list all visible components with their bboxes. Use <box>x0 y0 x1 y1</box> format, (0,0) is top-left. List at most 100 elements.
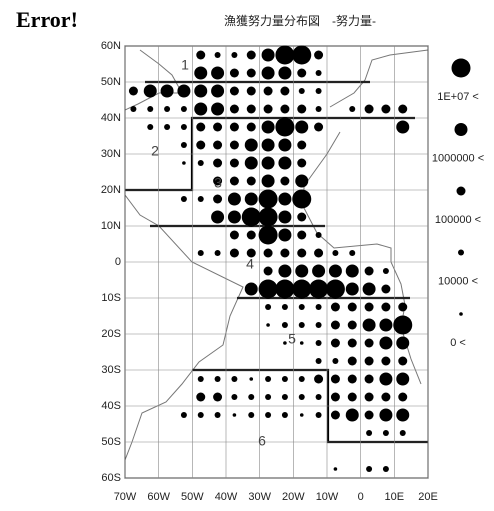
effort-dot <box>275 279 295 299</box>
x-tick-label: 50W <box>181 491 204 503</box>
y-tick-label: 60N <box>101 40 121 52</box>
effort-dot <box>315 70 322 76</box>
effort-dot <box>227 192 241 206</box>
effort-dot <box>196 392 206 402</box>
effort-dot <box>275 45 295 65</box>
effort-dot <box>147 124 154 130</box>
effort-dot <box>265 304 272 310</box>
legend-dot <box>454 123 468 136</box>
effort-dot <box>241 207 261 227</box>
effort-dot <box>143 84 157 98</box>
effort-dot <box>298 376 305 382</box>
effort-dot <box>364 104 374 114</box>
x-tick-label: 10W <box>316 491 339 503</box>
region-label: 3 <box>214 175 222 191</box>
effort-dot <box>299 413 304 417</box>
effort-dot <box>128 86 138 96</box>
effort-dot <box>281 394 288 400</box>
x-tick-label: 20W <box>282 491 305 503</box>
effort-dot <box>347 338 357 348</box>
effort-dot <box>281 304 288 310</box>
effort-dot <box>229 104 239 114</box>
effort-dot <box>381 356 391 366</box>
effort-dot <box>229 122 239 132</box>
effort-dot <box>314 248 324 258</box>
effort-dot <box>147 106 154 112</box>
effort-dot <box>211 102 225 116</box>
effort-dot <box>194 84 208 98</box>
effort-dot <box>399 430 406 436</box>
effort-dot <box>314 122 324 132</box>
effort-dot <box>261 138 275 152</box>
y-tick-label: 50S <box>101 436 121 448</box>
legend-label: 0 < <box>450 337 466 349</box>
effort-dot <box>297 212 307 222</box>
effort-dot <box>347 392 357 402</box>
effort-dot <box>227 210 241 224</box>
effort-dot <box>213 176 223 186</box>
effort-dot <box>292 45 312 65</box>
effort-dot <box>364 266 374 276</box>
effort-dot <box>278 192 292 206</box>
effort-dot <box>196 50 206 60</box>
effort-dot <box>398 302 408 312</box>
effort-dot <box>160 84 174 98</box>
effort-dot <box>197 196 204 202</box>
effort-dot <box>244 138 258 152</box>
effort-dot <box>246 86 256 96</box>
legend-label: 10000 < <box>438 275 478 287</box>
effort-dot <box>325 279 345 299</box>
effort-dot <box>232 413 237 417</box>
effort-dot <box>229 248 239 258</box>
y-tick-label: 20S <box>101 328 121 340</box>
effort-dot <box>281 322 288 328</box>
effort-dot <box>261 174 275 188</box>
effort-dot <box>258 279 278 299</box>
effort-dot <box>379 336 393 350</box>
effort-dot <box>364 338 374 348</box>
effort-dot <box>315 106 322 112</box>
error-text: Error! <box>16 7 78 32</box>
effort-dot <box>214 52 221 58</box>
effort-dot <box>297 248 307 258</box>
effort-dot <box>261 156 275 170</box>
effort-dot <box>330 374 340 384</box>
effort-dot <box>246 176 256 186</box>
effort-dot <box>258 225 278 245</box>
effort-dot <box>213 158 223 168</box>
effort-dot <box>246 230 256 240</box>
effort-dot <box>258 189 278 209</box>
y-tick-label: 0 <box>115 256 121 268</box>
y-tick-label: 60S <box>101 472 121 484</box>
effort-dot <box>275 117 295 137</box>
effort-dot <box>379 372 393 386</box>
effort-dot <box>396 120 410 134</box>
effort-dot <box>315 394 322 400</box>
effort-dot <box>295 264 309 278</box>
effort-dot <box>381 302 391 312</box>
effort-dot <box>211 66 225 80</box>
effort-dot <box>297 68 307 78</box>
effort-dot <box>213 122 223 132</box>
effort-dot <box>332 250 339 256</box>
effort-dot <box>297 230 307 240</box>
effort-dot <box>180 412 187 418</box>
effort-dot <box>297 158 307 168</box>
effort-dot <box>330 302 340 312</box>
x-tick-label: 70W <box>114 491 137 503</box>
effort-dot <box>196 140 206 150</box>
effort-dot <box>278 264 292 278</box>
effort-dot <box>381 284 391 294</box>
effort-dot <box>295 174 309 188</box>
legend-dot <box>456 186 466 196</box>
effort-dot <box>292 279 312 299</box>
y-tick-label: 10N <box>101 220 121 232</box>
effort-dot <box>180 124 187 130</box>
effort-dot <box>312 264 326 278</box>
effort-dot <box>194 102 208 116</box>
effort-dot <box>315 358 322 364</box>
effort-dot <box>349 250 356 256</box>
effort-dot <box>280 86 290 96</box>
effort-dot <box>248 412 255 418</box>
effort-dot <box>244 192 258 206</box>
